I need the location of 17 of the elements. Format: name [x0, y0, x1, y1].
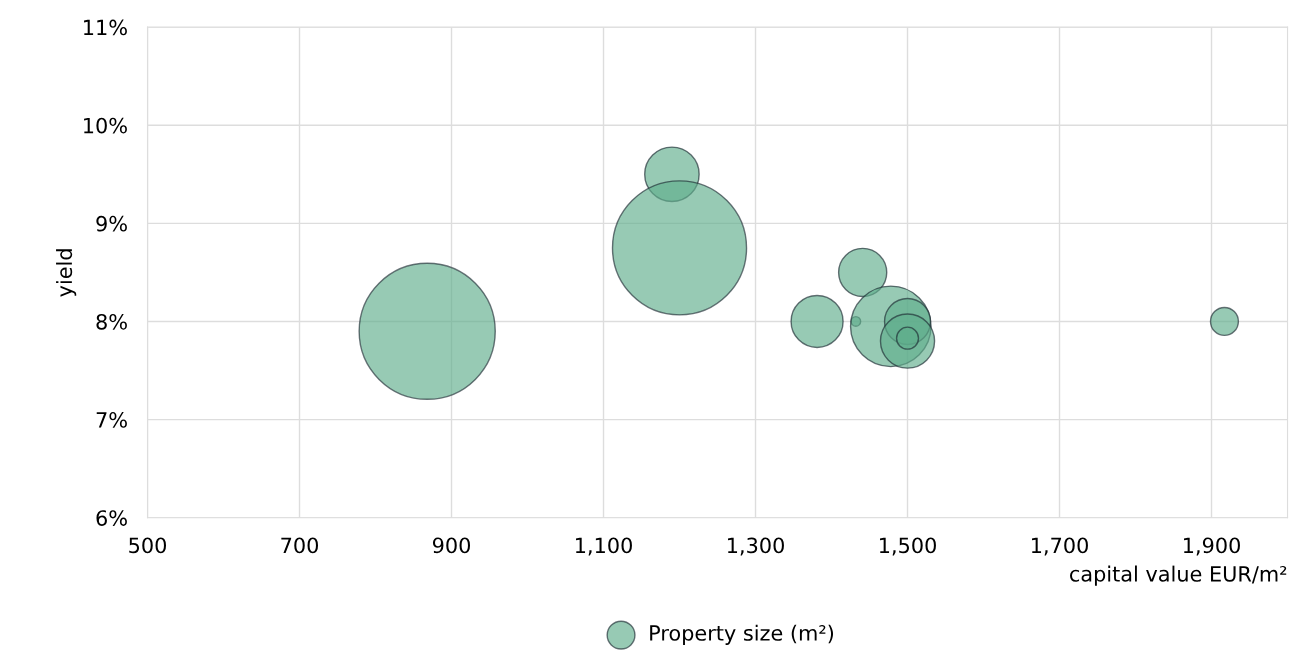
x-tick-label: 1,700 — [1031, 537, 1088, 556]
x-tick-label: 1,300 — [727, 537, 784, 556]
x-tick-label: 500 — [129, 537, 167, 554]
x-axis-title: capital value EUR/m² — [1070, 565, 1287, 586]
x-tick-label: 1,100 — [575, 537, 632, 556]
x-tick-label: 1,500 — [879, 537, 936, 556]
y-tick-label: 9% — [96, 215, 127, 232]
y-tick-label: 8% — [96, 313, 127, 330]
x-tick-label: 900 — [432, 537, 471, 554]
y-axis-title: yield — [56, 249, 77, 297]
y-tick-label: 7% — [96, 412, 127, 428]
y-tick-label: 10% — [84, 117, 127, 134]
legend-label: Property size (m²) — [650, 624, 834, 645]
y-tick-label: 11% — [84, 19, 127, 36]
x-tick-label: 1,900 — [1184, 537, 1240, 556]
y-tick-label: 6% — [96, 510, 127, 526]
x-tick-label: 700 — [281, 537, 319, 554]
